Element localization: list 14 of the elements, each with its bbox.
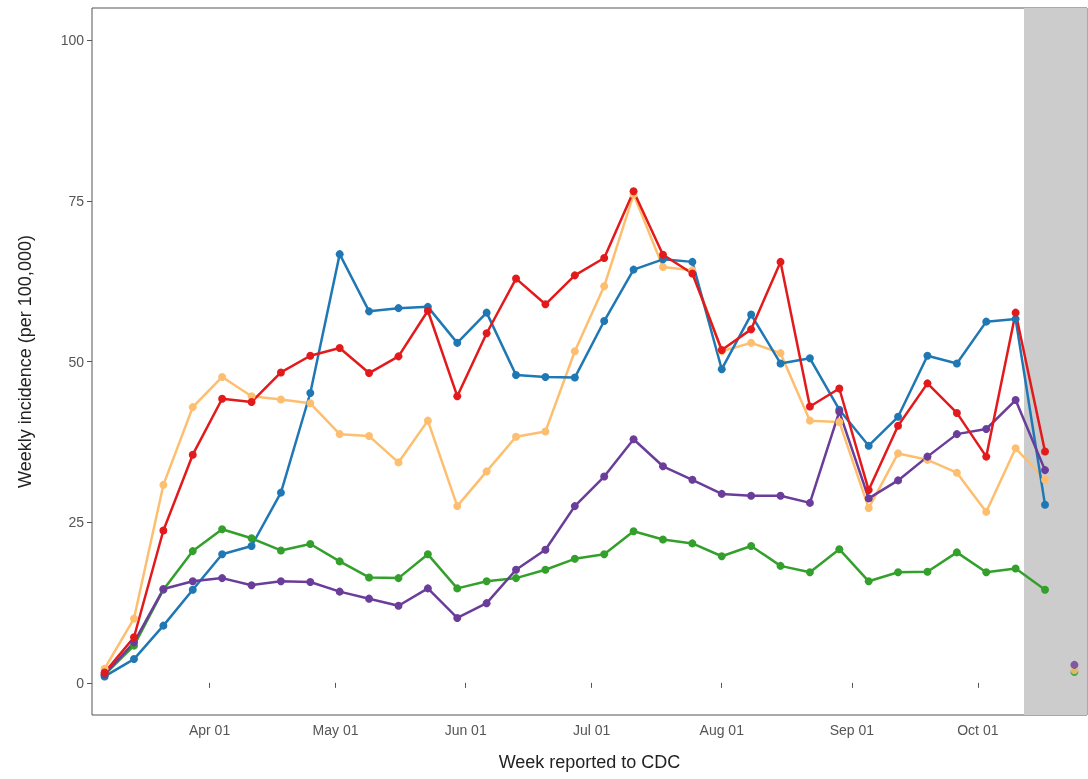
x-axis-title: Week reported to CDC <box>498 752 681 772</box>
x-tick-label: Oct 01 <box>957 722 999 738</box>
x-tick-label: Jul 01 <box>572 722 611 738</box>
x-tick-label: Sep 01 <box>829 722 875 738</box>
y-tick-label: 0 <box>76 674 85 691</box>
y-tick-label: 50 <box>68 353 85 370</box>
y-axis-title: Weekly incidence (per 100,000) <box>15 235 35 488</box>
y-tick-label: 75 <box>68 192 85 209</box>
y-tick-label: 25 <box>68 514 85 531</box>
y-tick-label: 100 <box>60 32 85 49</box>
x-tick-label: Jun 01 <box>444 722 487 738</box>
x-tick-label: May 01 <box>312 722 359 738</box>
x-tick-label: Apr 01 <box>188 722 231 738</box>
x-tick-label: Aug 01 <box>699 722 745 738</box>
